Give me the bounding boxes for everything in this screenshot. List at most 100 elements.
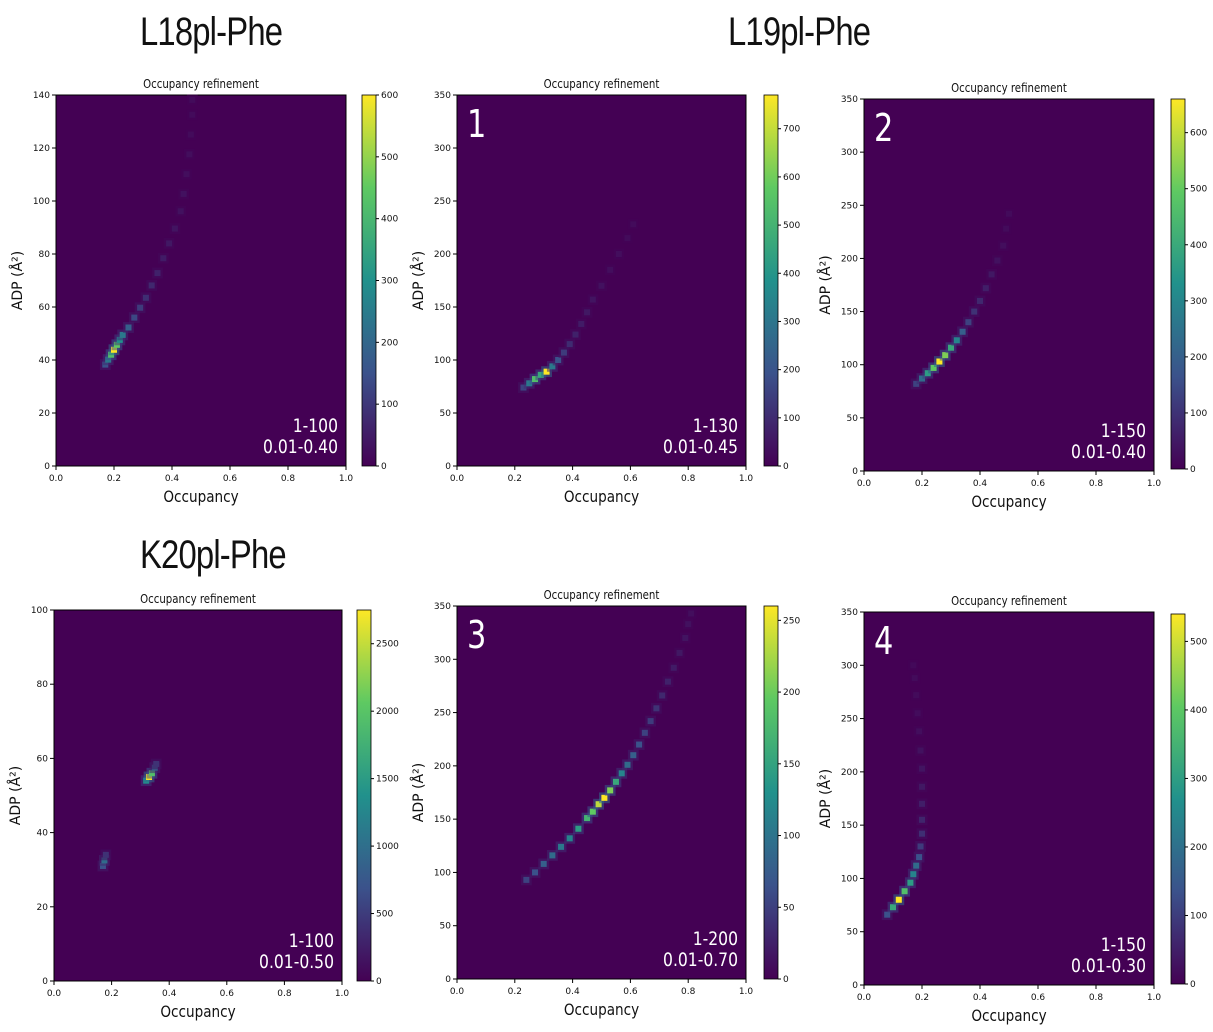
- density-cell: [959, 328, 966, 335]
- density-cell: [670, 664, 677, 671]
- density-cell: [572, 331, 579, 338]
- x-tick-label: 0.2: [508, 474, 522, 484]
- colorbar-tick-label: 200: [1190, 843, 1207, 853]
- density-cell: [148, 282, 155, 289]
- x-tick-label: 0.8: [681, 987, 696, 997]
- x-axis-label: Occupancy: [160, 1003, 235, 1021]
- density-cell: [578, 320, 585, 327]
- density-cell: [131, 314, 138, 321]
- range-annotation: 1-100: [289, 931, 334, 953]
- density-cell: [523, 876, 530, 883]
- plot-area: [863, 98, 1155, 472]
- colorbar-tick-label: 0: [376, 977, 382, 987]
- colorbar-tick-label: 600: [381, 91, 398, 101]
- density-cell: [913, 692, 920, 699]
- x-axis-label: Occupancy: [971, 1007, 1046, 1025]
- density-cell: [1003, 225, 1010, 232]
- y-tick-label: 250: [841, 201, 858, 211]
- colorbar-tick-label: 400: [783, 269, 800, 279]
- x-axis-label: Occupancy: [564, 1001, 639, 1019]
- colorbar-tick-label: 100: [783, 414, 800, 424]
- panel-3: Occupancy refinement 0.0 0.2 0.4 0.6 0.8 1.0 0 5…: [817, 81, 1207, 511]
- density-cell: [615, 250, 622, 258]
- density-cell: [936, 358, 943, 365]
- colorbar-tick-label: 500: [783, 221, 800, 231]
- panel-number-label: 2: [874, 107, 893, 151]
- density-cell: [976, 297, 984, 304]
- density-cell: [676, 649, 683, 656]
- y-tick-label: 150: [841, 821, 858, 831]
- colorbar: [361, 94, 377, 467]
- y-tick-label: 350: [434, 602, 451, 612]
- colorbar-tick-label: 0: [1190, 980, 1196, 990]
- y-tick-label: 0: [852, 467, 858, 477]
- y-tick-label: 100: [434, 356, 451, 366]
- plot-area: [53, 609, 343, 982]
- density-cell: [186, 151, 193, 158]
- y-tick-label: 150: [434, 815, 451, 825]
- colorbar-tick-label: 50: [783, 903, 795, 913]
- range-annotation: 1-130: [693, 416, 738, 438]
- y-tick-label: 350: [841, 608, 858, 618]
- x-tick-label: 1.0: [739, 474, 754, 484]
- colorbar-tick-label: 500: [376, 910, 393, 920]
- density-cell: [910, 871, 917, 878]
- y-tick-label: 0: [852, 981, 858, 991]
- y-tick-label: 200: [841, 768, 858, 778]
- y-tick-label: 60: [39, 303, 51, 313]
- range-annotation: 0.01-0.70: [663, 950, 738, 972]
- density-cell: [1005, 210, 1013, 217]
- density-cell: [917, 747, 924, 754]
- colorbar-tick-label: 300: [783, 317, 800, 327]
- density-cell: [532, 869, 539, 876]
- x-axis-label: Occupancy: [971, 493, 1046, 511]
- y-tick-label: 300: [841, 661, 858, 671]
- panel-number-label: 1: [467, 103, 486, 147]
- density-cell: [682, 634, 689, 641]
- x-axis-label: Occupancy: [564, 488, 639, 506]
- y-tick-label: 100: [841, 874, 858, 884]
- density-cell: [575, 825, 582, 832]
- y-tick-label: 200: [841, 254, 858, 264]
- density-cell: [659, 692, 666, 699]
- density-cell: [555, 356, 562, 364]
- heading-l18pl-phe: L18pl-Phe: [140, 10, 283, 54]
- range-annotation: 0.01-0.40: [263, 437, 338, 459]
- density-cell: [911, 675, 918, 682]
- density-cell: [653, 705, 660, 712]
- x-tick-label: 1.0: [1147, 479, 1162, 489]
- density-cell: [607, 266, 614, 273]
- x-tick-label: 0.4: [162, 989, 177, 999]
- plot-area: [863, 611, 1155, 986]
- y-axis-label: ADP (Å²): [410, 251, 427, 310]
- y-tick-label: 300: [434, 144, 451, 154]
- density-cell: [119, 331, 126, 338]
- x-axis-label: Occupancy: [163, 488, 238, 506]
- y-tick-label: 0: [42, 977, 48, 987]
- y-tick-label: 80: [37, 680, 49, 690]
- density-cell: [189, 111, 196, 118]
- density-cell: [965, 319, 972, 326]
- x-tick-label: 0.2: [104, 989, 118, 999]
- x-tick-label: 0.0: [47, 989, 62, 999]
- density-cell: [589, 808, 596, 815]
- density-cell: [918, 816, 926, 823]
- colorbar-tick-label: 700: [783, 125, 800, 135]
- density-cell: [914, 710, 921, 717]
- colorbar: [1170, 98, 1186, 470]
- density-cell: [918, 375, 926, 382]
- colorbar-tick-label: 400: [1190, 241, 1207, 251]
- y-tick-label: 200: [434, 762, 451, 772]
- density-cell: [918, 830, 926, 837]
- density-cell: [537, 371, 544, 378]
- x-tick-label: 1.0: [339, 474, 354, 484]
- colorbar-tick-label: 2500: [376, 640, 399, 650]
- density-cell: [589, 296, 596, 303]
- colorbar-tick-label: 200: [783, 688, 800, 698]
- density-cell: [125, 324, 132, 331]
- y-tick-label: 120: [33, 144, 50, 154]
- range-annotation: 1-100: [293, 416, 338, 438]
- colorbar-tick-label: 300: [381, 277, 398, 287]
- density-cell: [566, 341, 573, 348]
